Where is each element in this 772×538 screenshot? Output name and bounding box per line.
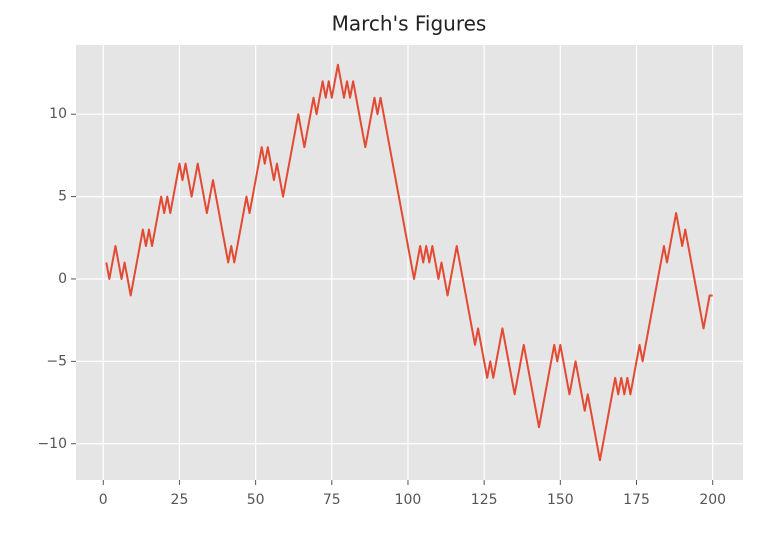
x-tick-label: 200	[699, 492, 726, 508]
chart-title: March's Figures	[332, 12, 487, 36]
y-tick-label: 5	[58, 189, 67, 205]
x-tick-label: 175	[623, 492, 650, 508]
y-tick-label: −5	[46, 353, 67, 369]
x-tick-label: 75	[323, 492, 341, 508]
data-line	[105, 63, 713, 462]
y-tick-label: 0	[58, 271, 67, 287]
plot-area	[76, 45, 743, 480]
x-tick-label: 25	[171, 492, 189, 508]
x-tick-label: 150	[547, 492, 574, 508]
x-tick-label: 0	[99, 492, 108, 508]
x-tick-label: 100	[395, 492, 422, 508]
x-tick-label: 50	[247, 492, 265, 508]
y-tick-label: 10	[49, 106, 67, 122]
y-tick-label: −10	[37, 436, 67, 452]
x-tick-label: 125	[471, 492, 498, 508]
